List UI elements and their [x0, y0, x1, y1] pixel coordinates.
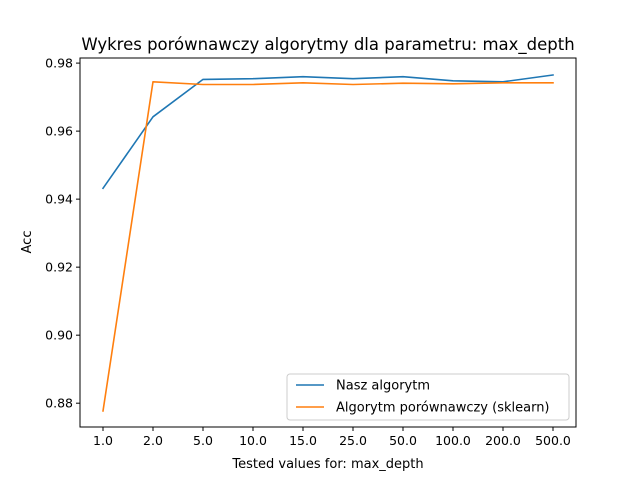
y-tick-label: 0.92 — [45, 260, 73, 275]
x-tick-label: 15.0 — [289, 433, 317, 448]
y-axis-label: Acc — [20, 231, 35, 254]
x-tick-label: 2.0 — [143, 433, 163, 448]
x-axis-ticks: 1.0 2.0 5.0 10.0 15.0 25.0 50.0 100.0 200.0 500.0 — [93, 427, 571, 448]
legend-items: Nasz algorytm Algorytm porównawczy (sklea… — [296, 379, 550, 416]
x-tick-label: 50.0 — [389, 433, 417, 448]
x-tick-label: 10.0 — [239, 433, 267, 448]
plot-area — [79, 57, 577, 428]
y-tick-label: 0.98 — [45, 56, 73, 71]
y-tick-label: 0.88 — [45, 396, 73, 411]
legend: Nasz algorytm Algorytm porównawczy (sklea… — [286, 373, 570, 421]
series-line-1 — [101, 74, 554, 190]
series-line-2 — [102, 81, 554, 412]
x-tick-label: 25.0 — [339, 433, 367, 448]
x-tick-label: 5.0 — [193, 433, 213, 448]
legend-box — [286, 373, 570, 421]
legend-label: Nasz algorytm — [336, 379, 430, 394]
legend-label: Algorytm porównawczy (sklearn) — [336, 401, 550, 416]
x-tick-label: 500.0 — [535, 433, 571, 448]
x-tick-label: 100.0 — [435, 433, 471, 448]
chart-title: Wykres porównawczy algorytmy dla paramet… — [81, 35, 574, 55]
series-layer — [101, 74, 554, 412]
y-tick-label: 0.94 — [45, 192, 73, 207]
y-tick-label: 0.90 — [45, 328, 73, 343]
x-tick-label: 1.0 — [93, 433, 113, 448]
x-tick-label: 200.0 — [485, 433, 521, 448]
plot-frame — [79, 57, 577, 428]
y-axis-ticks: 0.88 0.90 0.92 0.94 0.96 0.98 — [45, 56, 80, 411]
plot-background — [80, 58, 576, 427]
y-tick-label: 0.96 — [45, 124, 73, 139]
x-axis-label: Tested values for: max_depth — [231, 457, 423, 472]
